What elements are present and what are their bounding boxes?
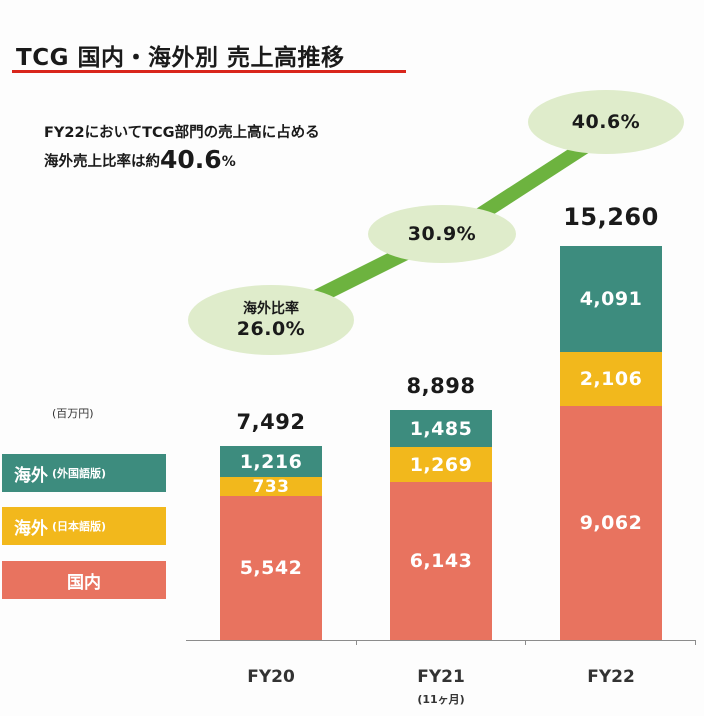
segment-overseas-foreign: 4,091 — [560, 246, 662, 352]
title-underline — [12, 70, 406, 73]
unit-label: (百万円) — [52, 407, 94, 420]
legend-label: 国内 — [67, 572, 101, 593]
x-label-fy22: FY22 — [587, 667, 635, 687]
segment-overseas-japanese: 2,106 — [560, 352, 662, 406]
ratio-bubble-value: 40.6% — [571, 111, 641, 133]
ratio-bubble-fy21: 30.9% — [368, 205, 516, 263]
segment-domestic: 6,143 — [390, 482, 492, 640]
segment-domestic: 5,542 — [220, 496, 322, 640]
ratio-bubble-label: 海外比率 — [243, 300, 299, 317]
ratio-bubble-fy22: 40.6% — [528, 90, 684, 154]
ratio-bubble-value: 30.9% — [407, 223, 477, 245]
x-axis-tick — [356, 640, 357, 645]
legend-sublabel: (外国語版) — [52, 467, 107, 480]
segment-overseas-japanese: 733 — [220, 477, 322, 497]
note-line-1: FY22においてTCG部門の売上高に占める — [44, 125, 320, 141]
x-axis-tick — [525, 640, 526, 645]
legend-overseas-foreign: 海外 (外国語版) — [2, 454, 166, 492]
bar-fy22: 4,091 2,106 9,062 — [560, 246, 662, 640]
chart-title: TCG 国内・海外別 売上高推移 — [16, 45, 345, 71]
legend-domestic: 国内 — [2, 561, 166, 599]
note-line-2: 海外売上比率は約40.6% — [44, 145, 236, 174]
x-axis — [186, 640, 696, 641]
bar-total-fy21: 8,898 — [406, 374, 476, 398]
note-suffix: % — [221, 154, 236, 170]
x-label-fy21: FY21 — [417, 667, 465, 687]
legend-overseas-japanese: 海外 (日本語版) — [2, 507, 166, 545]
segment-domestic: 9,062 — [560, 406, 662, 640]
segment-overseas-foreign: 1,485 — [390, 410, 492, 447]
bar-fy20: 1,216 733 5,542 — [220, 446, 322, 640]
legend-label: 海外 — [14, 465, 48, 486]
x-sublabel-fy21: (11ヶ月) — [417, 693, 465, 706]
ratio-bubble-value: 26.0% — [236, 317, 306, 340]
segment-overseas-foreign: 1,216 — [220, 446, 322, 477]
bar-fy21: 1,485 1,269 6,143 — [390, 410, 492, 640]
bar-total-fy22: 15,260 — [563, 203, 659, 231]
ratio-bubble-fy20: 海外比率 26.0% — [188, 285, 354, 355]
legend-sublabel: (日本語版) — [52, 520, 107, 533]
bar-total-fy20: 7,492 — [236, 410, 306, 434]
x-axis-tick — [695, 640, 696, 645]
note-value: 40.6 — [160, 145, 222, 174]
x-label-fy20: FY20 — [247, 667, 295, 687]
legend-label: 海外 — [14, 518, 48, 539]
note-prefix: 海外売上比率は約 — [44, 154, 160, 170]
segment-overseas-japanese: 1,269 — [390, 447, 492, 482]
